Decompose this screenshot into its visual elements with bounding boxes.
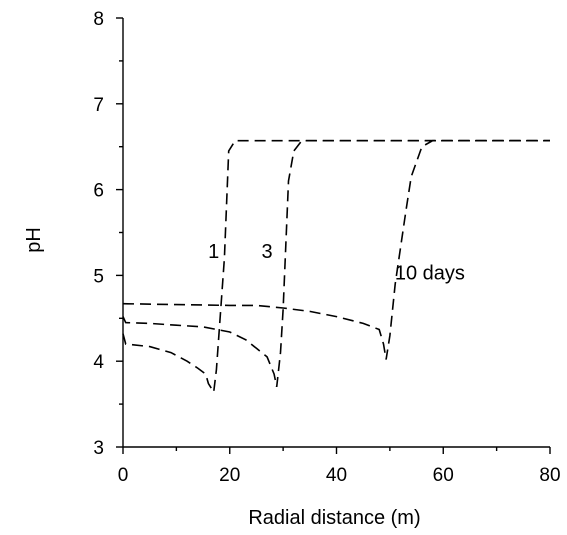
labels-layer: 1 3 10 days bbox=[208, 241, 465, 284]
series-label-1: 1 bbox=[208, 241, 219, 263]
series-line-3 bbox=[122, 139, 550, 360]
x-tick-label: 0 bbox=[118, 465, 129, 486]
y-tick-label: 5 bbox=[93, 266, 104, 287]
y-tick-label: 3 bbox=[93, 438, 104, 459]
y-tick-label: 7 bbox=[93, 95, 104, 116]
x-tick-label: 40 bbox=[326, 465, 347, 486]
y-tick-label: 6 bbox=[93, 181, 104, 202]
series-label-3: 10 days bbox=[395, 263, 465, 285]
x-axis-title: Radial distance (m) bbox=[248, 507, 420, 529]
series-layer bbox=[122, 139, 550, 395]
y-tick-label: 8 bbox=[93, 9, 104, 30]
x-tick-label: 20 bbox=[219, 465, 240, 486]
y-axis-title: pH bbox=[23, 227, 45, 253]
x-tick-label: 80 bbox=[539, 465, 560, 486]
y-tick-label: 4 bbox=[93, 352, 104, 373]
series-label-2: 3 bbox=[262, 241, 273, 263]
series-line-1 bbox=[122, 139, 550, 395]
series-line-2 bbox=[122, 139, 550, 388]
x-tick-label: 60 bbox=[433, 465, 454, 486]
